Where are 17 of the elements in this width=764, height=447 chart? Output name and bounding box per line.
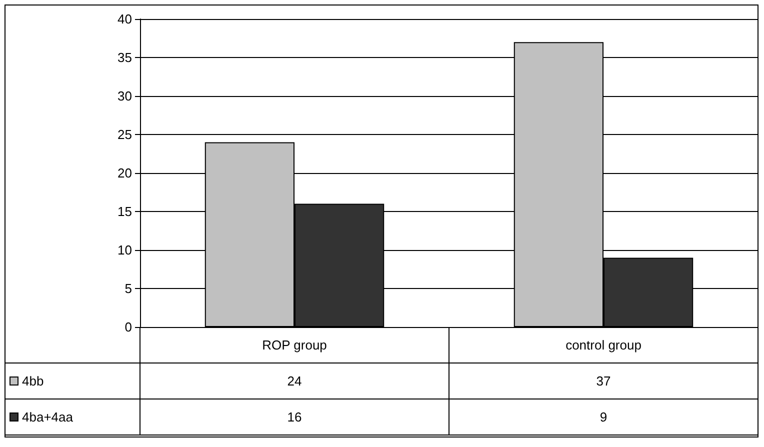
data-label: 9 [600, 410, 608, 424]
legend-label: 4bb [22, 374, 44, 388]
x-tick-label: ROP group [262, 338, 327, 352]
y-tick-label: 15 [118, 204, 132, 219]
y-tick-label: 5 [124, 281, 132, 296]
y-tick-label: 35 [118, 50, 132, 65]
y-tick-label: 40 [118, 12, 132, 26]
y-tick-label: 10 [118, 242, 132, 258]
data-label: 37 [596, 374, 611, 388]
x-tick-label: control group [566, 338, 642, 352]
y-tick-label: 30 [118, 88, 132, 104]
legend-label: 4ba+4aa [22, 410, 74, 424]
y-tick-label: 25 [118, 127, 132, 142]
y-tick-label: 0 [124, 320, 132, 334]
data-label: 24 [287, 374, 302, 388]
data-label: 16 [287, 410, 302, 424]
y-tick-label: 20 [118, 166, 132, 180]
